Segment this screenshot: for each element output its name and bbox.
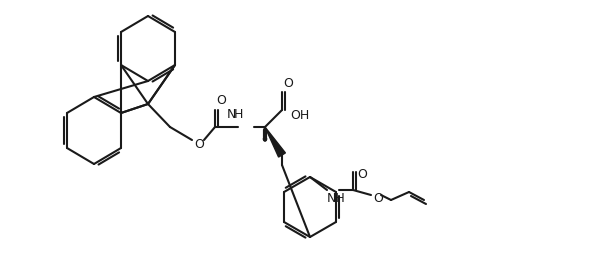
Text: NH: NH (327, 192, 346, 205)
Text: O: O (283, 77, 293, 90)
Text: N: N (227, 108, 236, 121)
Text: O: O (194, 137, 204, 151)
Text: OH: OH (290, 109, 309, 122)
Text: O: O (373, 192, 383, 204)
Text: H: H (233, 108, 243, 121)
Text: O: O (216, 94, 226, 107)
Polygon shape (265, 127, 285, 157)
Text: O: O (357, 167, 367, 181)
